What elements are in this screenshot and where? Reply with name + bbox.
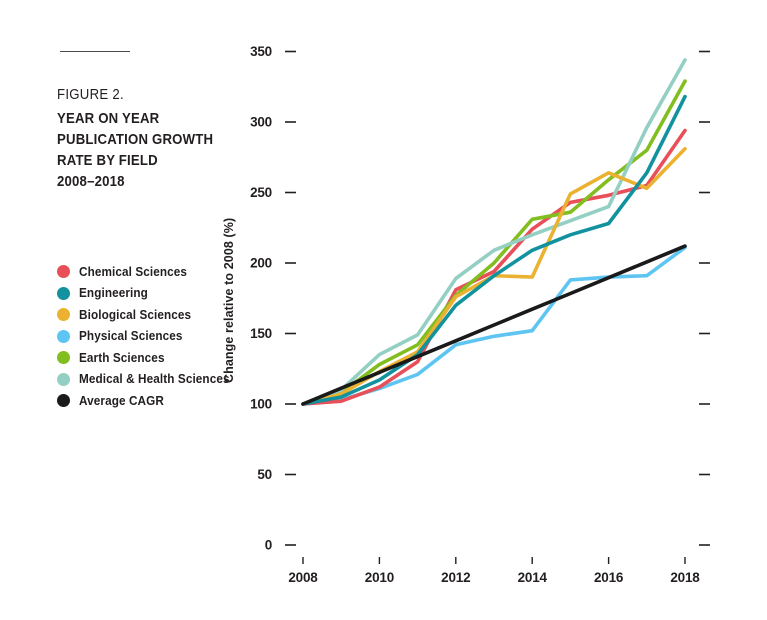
x-axis-tick-label: 2014 (518, 570, 548, 585)
y-axis-tick-label: 0 (265, 538, 272, 553)
figure-info-panel: FIGURE 2. YEAR ON YEAR PUBLICATION GROWT… (0, 0, 240, 620)
legend-label: Medical & Health Sciences (79, 372, 230, 387)
y-axis-tick-label: 50 (257, 467, 272, 482)
y-axis-tick-label: 300 (250, 115, 272, 130)
legend-swatch-icon (57, 265, 70, 279)
legend-label: Biological Sciences (79, 307, 192, 322)
series-line-medical-health-sciences (301, 58, 687, 406)
legend-label: Engineering (79, 286, 148, 301)
y-axis-tick-label: 150 (250, 326, 272, 341)
figure-label: FIGURE 2. (57, 86, 124, 103)
legend-item: Medical & Health Sciences (57, 369, 239, 391)
legend-item: Engineering (57, 283, 239, 305)
x-axis-tick-label: 2016 (594, 570, 624, 585)
legend-item: Earth Sciences (57, 347, 239, 369)
legend-item: Average CAGR (57, 390, 239, 412)
legend-swatch-icon (57, 394, 70, 408)
figure-title-line: PUBLICATION GROWTH (57, 131, 214, 148)
legend-item: Physical Sciences (57, 326, 239, 348)
legend: Chemical Sciences Engineering Biological S… (57, 261, 239, 412)
x-axis-tick-label: 2018 (670, 570, 700, 585)
y-axis-tick-label: 200 (250, 256, 272, 271)
legend-swatch-icon (57, 286, 70, 300)
legend-item: Biological Sciences (57, 304, 239, 326)
y-axis-tick-label: 250 (250, 185, 272, 200)
legend-swatch-icon (57, 351, 70, 365)
figure-title-line: RATE BY FIELD (57, 152, 158, 169)
y-axis-tick-label: 100 (250, 397, 272, 412)
figure-title-line: YEAR ON YEAR (57, 110, 160, 127)
series-line-chemical-sciences (301, 128, 687, 406)
legend-swatch-icon (57, 329, 70, 343)
legend-label: Earth Sciences (79, 350, 165, 365)
figure-title-line: 2008–2018 (57, 173, 125, 190)
x-axis-tick-label: 2008 (288, 570, 318, 585)
x-axis-tick-label: 2012 (441, 570, 470, 585)
y-axis-tick-label: 350 (250, 44, 272, 59)
legend-swatch-icon (57, 372, 70, 386)
legend-item: Chemical Sciences (57, 261, 239, 283)
legend-label: Physical Sciences (79, 329, 183, 344)
divider-line (60, 51, 130, 52)
series-line-engineering (301, 94, 687, 406)
legend-label: Chemical Sciences (79, 264, 188, 279)
series-line-earth-sciences (301, 79, 687, 406)
figure-title: YEAR ON YEAR PUBLICATION GROWTH RATE BY … (57, 108, 213, 192)
series-line-average-cagr (301, 244, 687, 406)
legend-swatch-icon (57, 308, 70, 322)
x-axis-tick-label: 2010 (365, 570, 394, 585)
legend-label: Average CAGR (79, 393, 164, 408)
